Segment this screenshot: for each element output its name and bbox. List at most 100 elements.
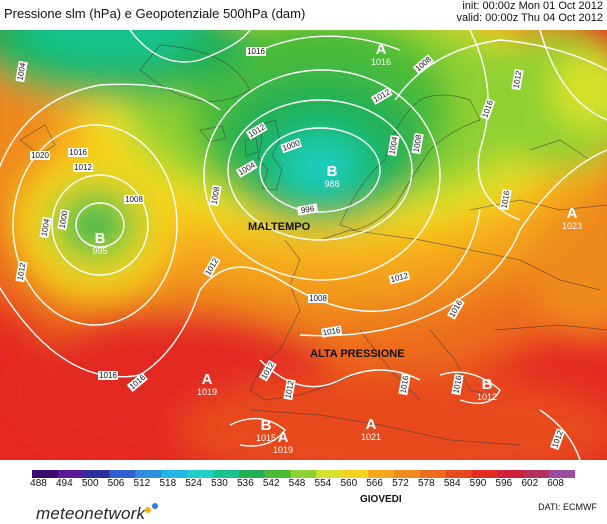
isobar-label: 1020 xyxy=(31,151,49,160)
chart-title: Pressione slm (hPa) e Geopotenziale 500h… xyxy=(4,6,306,21)
center-letter: A xyxy=(366,416,377,433)
forecast-day: GIOVEDI xyxy=(360,494,402,505)
isobar-label: 1008 xyxy=(210,185,222,205)
center-value: 1023 xyxy=(562,221,582,231)
colorbar-swatch xyxy=(497,470,524,478)
colorbar-label: 536 xyxy=(236,478,254,489)
center-letter: A xyxy=(202,371,213,388)
center-letter: B xyxy=(482,376,493,393)
colorbar-swatch xyxy=(523,470,550,478)
colorbar-swatch xyxy=(57,470,85,478)
colorbar-label: 500 xyxy=(81,478,99,489)
colorbar-swatch xyxy=(549,470,575,478)
colorbar-swatch xyxy=(135,470,162,478)
colorbar-label: 608 xyxy=(547,478,564,489)
center-letter: B xyxy=(261,417,272,434)
isobar-label: 1016 xyxy=(247,47,265,56)
isobar-label: 1016 xyxy=(99,371,117,380)
colorbar-labels: 488 494 500 506 512 518 524 530 536 542 548 554 560 5… xyxy=(30,478,592,490)
isobar-label: 1004 xyxy=(16,61,28,81)
weather-map: 1004 1016 1020 1012 1008 1004 1000 1012 … xyxy=(0,30,607,460)
colorbar xyxy=(32,470,575,478)
colorbar-swatch xyxy=(445,470,473,478)
isobar-label: 1000 xyxy=(58,209,70,229)
colorbar-label: 548 xyxy=(288,478,306,489)
isobar-label: 1016 xyxy=(399,374,411,394)
colorbar-label: 494 xyxy=(55,478,73,489)
isobar-label: 996 xyxy=(300,204,315,215)
center-value: 1016 xyxy=(371,57,391,67)
colorbar-label: 530 xyxy=(211,478,228,489)
annotation-high-pressure: ALTA PRESSIONE xyxy=(310,348,405,360)
isobar-label: 1012 xyxy=(512,69,524,89)
center-value: 988 xyxy=(324,179,339,189)
colorbar-swatch xyxy=(316,470,343,478)
center-value: 1015 xyxy=(256,433,276,443)
isobar-label: 1016 xyxy=(452,374,464,394)
center-letter: A xyxy=(278,429,289,446)
isobar-label: 1012 xyxy=(74,163,92,172)
colorbar-label: 542 xyxy=(262,478,280,489)
colorbar-label: 506 xyxy=(107,478,125,489)
center-letter: A xyxy=(376,41,387,58)
chart-header: Pressione slm (hPa) e Geopotenziale 500h… xyxy=(0,0,607,30)
valid-time: valid: 00:00z Thu 04 Oct 2012 xyxy=(456,12,603,24)
colorbar-swatch xyxy=(83,470,111,478)
isobar-label: 1004 xyxy=(388,135,400,155)
colorbar-swatch xyxy=(419,470,447,478)
colorbar-label: 488 xyxy=(30,478,47,489)
map-svg: 1004 1016 1020 1012 1008 1004 1000 1012 … xyxy=(0,30,607,460)
colorbar-swatch xyxy=(471,470,498,478)
center-letter: B xyxy=(327,163,338,180)
center-value: 1019 xyxy=(273,445,293,455)
annotation-bad-weather: MALTEMPO xyxy=(248,221,311,233)
colorbar-swatch xyxy=(238,470,266,478)
center-letter: B xyxy=(95,230,106,247)
colorbar-swatch xyxy=(368,470,395,478)
colorbar-label: 554 xyxy=(314,478,332,489)
center-value: 1019 xyxy=(197,387,217,397)
colorbar-label: 590 xyxy=(469,478,487,489)
colorbar-label: 572 xyxy=(392,478,409,489)
isobar-label: 1004 xyxy=(40,217,52,237)
colorbar-label: 602 xyxy=(521,478,539,489)
meteonetwork-logo: meteonetwork xyxy=(36,504,146,523)
colorbar-swatch xyxy=(394,470,421,478)
isobar-label: 1016 xyxy=(69,148,87,157)
colorbar-label: 518 xyxy=(159,478,177,489)
colorbar-swatch xyxy=(187,470,214,478)
isobar-label: 1008 xyxy=(412,133,424,153)
isobar-label: 1008 xyxy=(309,294,327,303)
isobar-label: 1016 xyxy=(500,189,512,209)
colorbar-label: 512 xyxy=(133,478,151,489)
center-letter: A xyxy=(567,205,578,222)
init-time: init: 00:00z Mon 01 Oct 2012 xyxy=(462,0,603,12)
annotations: MALTEMPO ALTA PRESSIONE xyxy=(248,221,405,360)
data-source: DATI: ECMWF xyxy=(538,502,597,512)
isobar-label: 1016 xyxy=(322,325,342,337)
center-value: 1012 xyxy=(477,392,497,402)
colorbar-swatch xyxy=(32,470,59,478)
logo-dots-icon xyxy=(145,503,165,515)
isobar-label: 1012 xyxy=(16,261,28,281)
colorbar-label: 560 xyxy=(340,478,358,489)
isobar-label: 1008 xyxy=(125,195,143,204)
center-value: 995 xyxy=(92,246,107,256)
colorbar-label: 596 xyxy=(495,478,513,489)
isobar-label: 1012 xyxy=(284,379,296,399)
colorbar-swatch xyxy=(213,470,240,478)
colorbar-swatch xyxy=(290,470,317,478)
colorbar-label: 584 xyxy=(443,478,461,489)
isobar-labels: 1004 1016 1020 1012 1008 1004 1000 1012 … xyxy=(15,47,566,451)
colorbar-label: 578 xyxy=(417,478,435,489)
colorbar-label: 524 xyxy=(185,478,202,489)
isobars xyxy=(0,30,607,460)
